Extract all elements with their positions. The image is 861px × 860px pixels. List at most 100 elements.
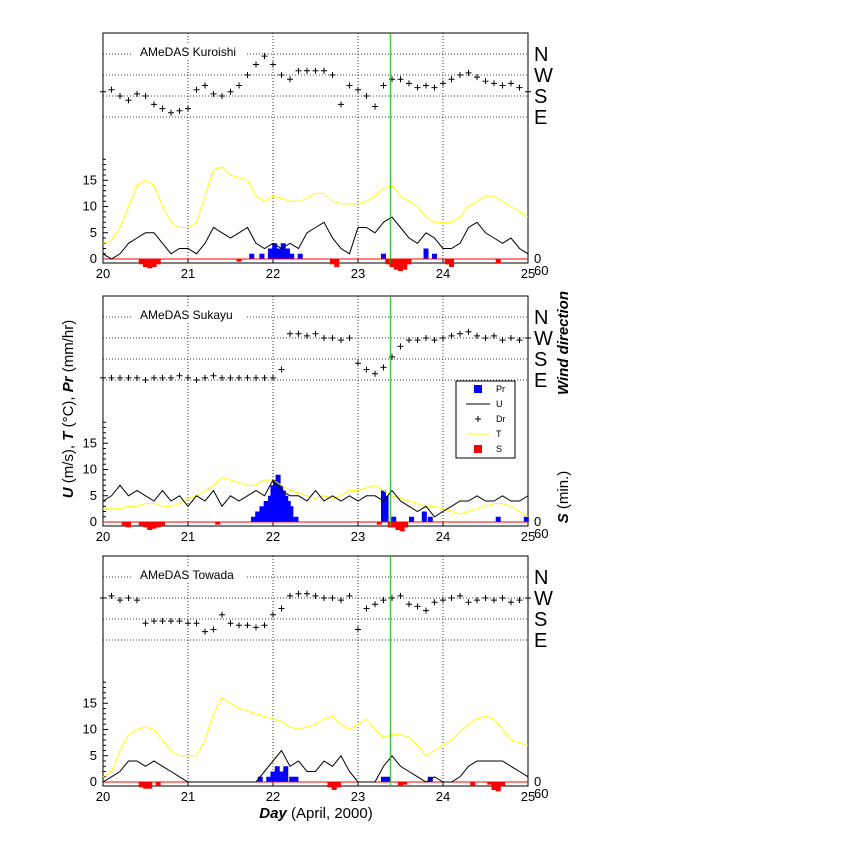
wind-direction-point bbox=[338, 337, 344, 344]
wind-direction-point bbox=[108, 86, 115, 93]
legend-box bbox=[455, 380, 516, 459]
y-tick-label: 5 bbox=[90, 225, 97, 240]
y-tick-label: 10 bbox=[83, 722, 97, 737]
direction-label-E: E bbox=[534, 630, 547, 652]
wind-direction-point bbox=[108, 374, 115, 381]
wind-direction-point bbox=[295, 67, 302, 74]
sunshine-bar bbox=[147, 522, 153, 530]
wind-direction-point bbox=[525, 88, 531, 95]
wind-direction-point bbox=[457, 72, 463, 78]
wind-direction-point bbox=[278, 605, 285, 612]
wind-direction-point bbox=[338, 597, 344, 604]
wind-direction-point bbox=[499, 337, 506, 344]
wind-direction-point bbox=[312, 67, 319, 74]
direction-label-S: S bbox=[534, 86, 547, 108]
wind-direction-point bbox=[346, 82, 353, 89]
wind-direction-point bbox=[448, 76, 455, 83]
precip-bar bbox=[250, 516, 256, 522]
wind-direction-point bbox=[525, 595, 531, 601]
sunshine-bar bbox=[487, 782, 493, 785]
precip-bar bbox=[280, 243, 286, 259]
wind-direction-point bbox=[516, 597, 523, 604]
x-tick-label: 24 bbox=[436, 789, 450, 804]
wind-direction-point bbox=[117, 374, 123, 381]
wind-direction-point bbox=[185, 105, 191, 112]
wind-direction-point bbox=[193, 86, 200, 93]
precip-bar bbox=[273, 480, 279, 522]
sunshine-bar bbox=[160, 522, 165, 526]
x-tick-label: 21 bbox=[181, 789, 195, 804]
wind-direction-point bbox=[244, 72, 251, 78]
wind-direction-point bbox=[423, 607, 429, 614]
wind-direction-point bbox=[363, 93, 370, 99]
x-axis-title-rest: (April, 2000) bbox=[287, 805, 373, 822]
wind-direction-point bbox=[202, 374, 208, 381]
wind-direction-point bbox=[100, 88, 106, 95]
wind-direction-point bbox=[227, 88, 234, 95]
wind-direction-point bbox=[219, 374, 225, 381]
precip-bar bbox=[284, 248, 290, 259]
wind-direction-point bbox=[236, 374, 242, 381]
wind-direction-point bbox=[159, 618, 166, 625]
precip-bar bbox=[263, 501, 269, 522]
wind-direction-point bbox=[278, 72, 285, 78]
wind-direction-point bbox=[465, 599, 472, 606]
precip-bar bbox=[283, 766, 289, 782]
y-tick-label: 10 bbox=[83, 462, 97, 477]
sunshine-bar bbox=[147, 259, 153, 269]
sunshine-bar bbox=[126, 522, 131, 528]
wind-direction-point bbox=[414, 84, 421, 91]
y-axis-title-sunshine: S (min.) bbox=[555, 471, 572, 524]
wind-direction-point bbox=[499, 82, 506, 89]
x-tick-label: 22 bbox=[266, 789, 280, 804]
precip-bar bbox=[432, 253, 437, 259]
wind-direction-point bbox=[491, 597, 497, 604]
wind-direction-point bbox=[465, 328, 472, 335]
sun-tick-60: 60 bbox=[534, 263, 548, 278]
wind-direction-point bbox=[202, 628, 208, 635]
wind-direction-point bbox=[176, 372, 183, 379]
wind-direction-point bbox=[465, 69, 472, 76]
legend-symbol-pr bbox=[474, 385, 482, 393]
sunshine-bar bbox=[143, 259, 148, 267]
x-tick-label: 25 bbox=[521, 529, 535, 544]
wind-direction-point bbox=[329, 595, 336, 601]
wind-direction-point bbox=[423, 335, 429, 341]
wind-direction-point bbox=[117, 597, 123, 604]
wind-direction-point bbox=[338, 101, 344, 108]
wind-direction-point bbox=[253, 61, 259, 68]
wind-direction-point bbox=[117, 93, 123, 99]
wind-direction-point bbox=[414, 337, 421, 344]
precip-bar bbox=[288, 506, 294, 522]
axis-titles: Day (April, 2000) U (m/s), T (°C), Pr (mm… bbox=[60, 291, 572, 822]
wind-direction-point bbox=[482, 335, 489, 341]
y-axis-title-part: (m/s), bbox=[60, 441, 77, 488]
panel-frame bbox=[102, 295, 529, 527]
sunshine-bar bbox=[495, 782, 501, 792]
wind-direction-point bbox=[431, 337, 438, 344]
wind-direction-point bbox=[108, 592, 115, 599]
wind-direction-point bbox=[168, 109, 174, 116]
wind-direction-point bbox=[516, 337, 523, 344]
wind-direction-point bbox=[151, 374, 157, 381]
station-label-bg bbox=[133, 568, 245, 583]
panel-frame bbox=[102, 555, 529, 787]
sunshine-bar bbox=[138, 259, 144, 265]
precip-bar bbox=[267, 248, 273, 259]
x-tick-label: 23 bbox=[351, 789, 365, 804]
sunshine-bar bbox=[215, 522, 221, 525]
y-tick-label: 5 bbox=[90, 748, 97, 763]
wind-direction-point bbox=[151, 101, 157, 108]
wind-direction-point bbox=[372, 601, 378, 608]
x-axis-title: Day (April, 2000) bbox=[259, 805, 372, 822]
direction-label-S: S bbox=[534, 349, 547, 371]
wind-direction-point bbox=[321, 595, 327, 601]
legend-label: S bbox=[496, 444, 502, 454]
wind-direction-point bbox=[270, 61, 276, 68]
sunshine-bar bbox=[402, 782, 408, 785]
y-axis-title-part: U bbox=[60, 486, 77, 498]
wind-direction-point bbox=[219, 93, 225, 99]
wind-direction-point bbox=[210, 372, 217, 379]
sunshine-bar bbox=[402, 259, 408, 270]
direction-label-W: W bbox=[534, 328, 553, 350]
